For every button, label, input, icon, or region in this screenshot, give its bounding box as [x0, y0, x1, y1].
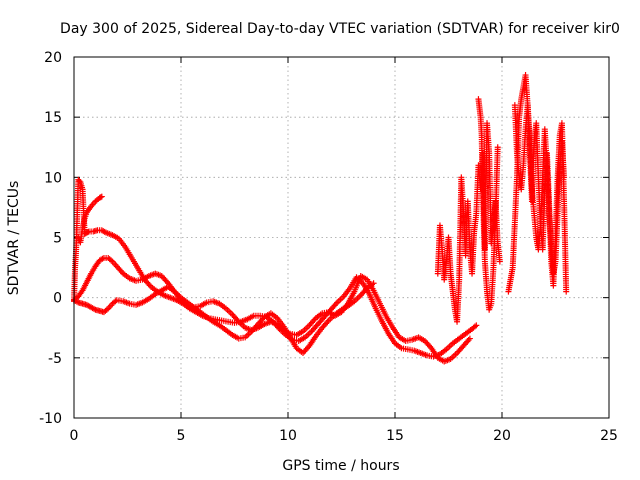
data-point [370, 280, 377, 287]
series-track-h [511, 102, 568, 277]
series-track-f [475, 96, 501, 313]
chart-title: Day 300 of 2025, Sidereal Day-to-day VTE… [60, 21, 620, 37]
x-tick-label: 5 [177, 428, 186, 444]
y-tick-label: 10 [44, 170, 62, 186]
data-point-trail [84, 229, 91, 236]
y-tick-label: -5 [48, 351, 62, 367]
data-point-trail [76, 177, 83, 184]
x-axis-label: GPS time / hours [282, 458, 399, 474]
data-point [563, 288, 570, 295]
points-layer [71, 72, 570, 365]
series-track-a [71, 176, 480, 360]
y-tick-label: -10 [39, 411, 62, 427]
x-tick-label: 25 [600, 428, 618, 444]
series-track-d [75, 193, 105, 246]
data-point [494, 144, 501, 151]
x-tick-label: 0 [70, 428, 79, 444]
data-point [466, 335, 473, 342]
y-axis-label: SDTVAR / TECUs [6, 181, 22, 296]
data-point [473, 322, 480, 329]
x-tick-label: 10 [279, 428, 297, 444]
plot-frame [73, 56, 610, 419]
data-point [98, 193, 105, 200]
y-tick-label: 0 [53, 291, 62, 307]
series-track-c [71, 280, 377, 357]
x-tick-label: 20 [493, 428, 511, 444]
data-point [496, 258, 503, 265]
y-tick-label: 5 [53, 231, 62, 247]
data-point [561, 174, 568, 181]
y-tick-label: 20 [44, 50, 62, 66]
data-point-trail [97, 194, 104, 201]
y-tick-label: 15 [44, 110, 62, 126]
x-tick-label: 15 [386, 428, 404, 444]
